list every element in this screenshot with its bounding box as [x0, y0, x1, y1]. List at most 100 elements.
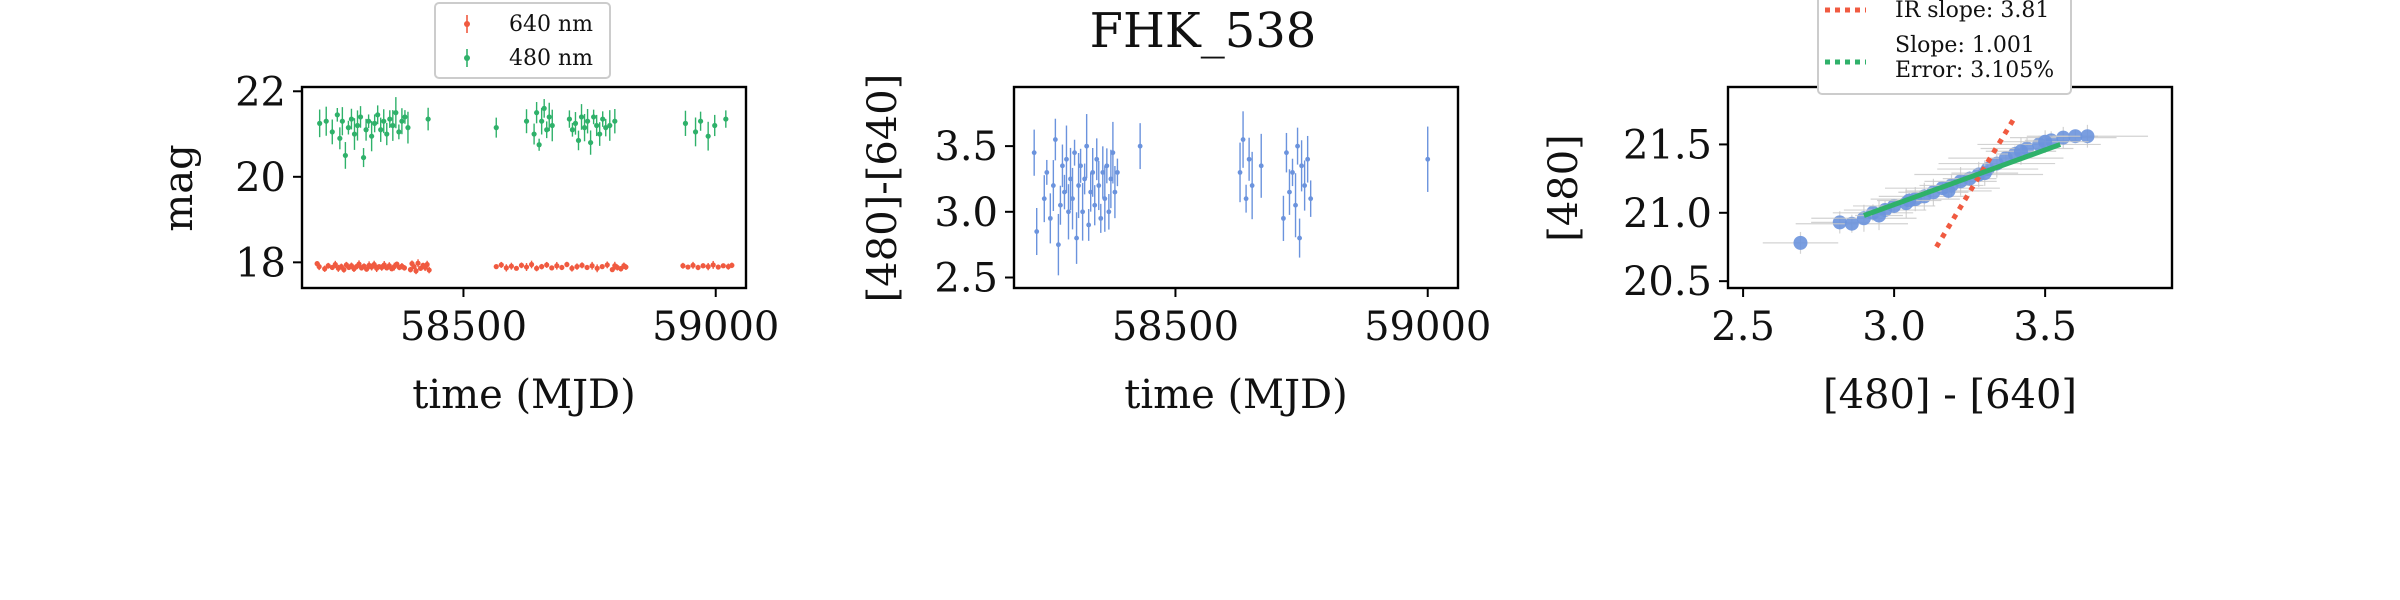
data-point	[1249, 183, 1255, 188]
data-point	[541, 105, 547, 111]
data-point	[720, 263, 726, 269]
data-point	[1060, 163, 1065, 169]
data-point	[1052, 137, 1058, 142]
data-point	[569, 127, 576, 133]
data-point	[508, 263, 514, 269]
data-point	[682, 120, 689, 126]
data-point	[1240, 137, 1246, 142]
data-point	[612, 118, 618, 124]
data-point	[348, 116, 355, 122]
data-point	[1102, 196, 1108, 202]
data-point	[1047, 215, 1053, 221]
legend-480nm-label: 480 nm	[509, 46, 593, 71]
data-point	[705, 264, 711, 270]
data-point	[549, 122, 555, 129]
data-point	[581, 125, 588, 131]
data-point	[1041, 196, 1047, 202]
data-point	[1297, 235, 1302, 241]
data-point	[1308, 196, 1314, 202]
data-point	[1094, 156, 1100, 162]
panel1-marks	[314, 97, 735, 275]
data-point	[384, 131, 390, 137]
data-point	[1031, 150, 1037, 156]
data-point	[559, 264, 565, 271]
data-point	[402, 114, 408, 120]
data-point	[1058, 202, 1063, 208]
y-tick-label: 18	[235, 240, 286, 286]
panel1-ticks: 58500 59000 18 20 22	[235, 69, 779, 350]
data-point	[1106, 209, 1112, 215]
data-point	[1281, 215, 1286, 221]
data-point	[407, 267, 414, 273]
data-point	[607, 122, 613, 129]
y-tick-label: 3.0	[934, 190, 998, 236]
panel2-ylabel: [480]-[640]	[860, 74, 906, 303]
panel2-xlabel: time (MJD)	[1124, 372, 1347, 418]
data-point	[523, 118, 530, 124]
panel-color-magnitude: 2.5 3.0 3.5 20.5 21.0 21.5 [480] - [640] [480…	[1541, 0, 2174, 418]
panel3-marks	[1762, 115, 2149, 254]
data-point	[1425, 156, 1431, 162]
data-point	[546, 114, 552, 120]
data-point	[363, 266, 370, 272]
data-point	[329, 129, 335, 135]
panel1-legend-box	[434, 2, 611, 79]
data-point	[393, 110, 399, 116]
y-tick-label: 3.5	[934, 124, 998, 170]
data-point	[1110, 150, 1116, 156]
y-tick-label: 21.5	[1623, 122, 1712, 168]
data-point	[690, 262, 696, 268]
data-point	[574, 264, 580, 270]
data-point	[424, 261, 430, 268]
data-point	[569, 265, 575, 271]
data-point	[623, 264, 629, 270]
data-point	[1086, 222, 1092, 228]
panel3-legend-box	[1817, 0, 2072, 95]
data-point	[1295, 143, 1300, 149]
y-tick-label: 20	[235, 155, 286, 201]
legend-slope-label: Slope: 1.001	[1895, 33, 2035, 58]
data-point	[345, 125, 352, 131]
data-point	[604, 262, 610, 268]
data-point	[390, 122, 396, 129]
data-point	[316, 264, 322, 270]
data-point	[1078, 163, 1083, 169]
data-point	[1284, 150, 1289, 156]
data-point	[401, 265, 408, 271]
data-point	[599, 264, 605, 270]
data-point	[503, 265, 509, 271]
data-point	[1064, 156, 1069, 162]
data-point	[1104, 163, 1110, 169]
data-point	[591, 114, 597, 120]
data-point	[1108, 176, 1114, 182]
data-point	[351, 131, 358, 137]
data-point	[322, 266, 328, 272]
data-point	[1044, 169, 1050, 175]
data-point	[339, 118, 345, 124]
data-point	[1084, 143, 1090, 149]
data-point	[1062, 189, 1067, 195]
data-point	[493, 125, 499, 131]
data-point	[594, 265, 600, 271]
data-point	[609, 267, 615, 273]
data-point	[356, 261, 362, 267]
data-point	[1068, 176, 1073, 182]
x-tick-label: 3.0	[1862, 304, 1926, 350]
x-tick-label: 3.5	[2013, 304, 2077, 350]
data-point	[1096, 183, 1102, 188]
data-point	[1098, 215, 1104, 221]
data-point	[695, 264, 701, 271]
data-point	[1072, 150, 1077, 156]
data-point	[572, 120, 579, 126]
y-tick-label: 2.5	[934, 255, 998, 301]
data-point	[534, 110, 540, 116]
data-point	[584, 264, 590, 271]
data-point	[1290, 169, 1295, 175]
x-tick-label: 58500	[1112, 304, 1239, 350]
data-point	[603, 125, 609, 131]
data-point	[578, 114, 585, 120]
panel1-legend: 640 nm 480 nm	[434, 2, 611, 79]
data-point	[371, 261, 377, 268]
legend-480nm-marker-icon	[464, 55, 470, 61]
